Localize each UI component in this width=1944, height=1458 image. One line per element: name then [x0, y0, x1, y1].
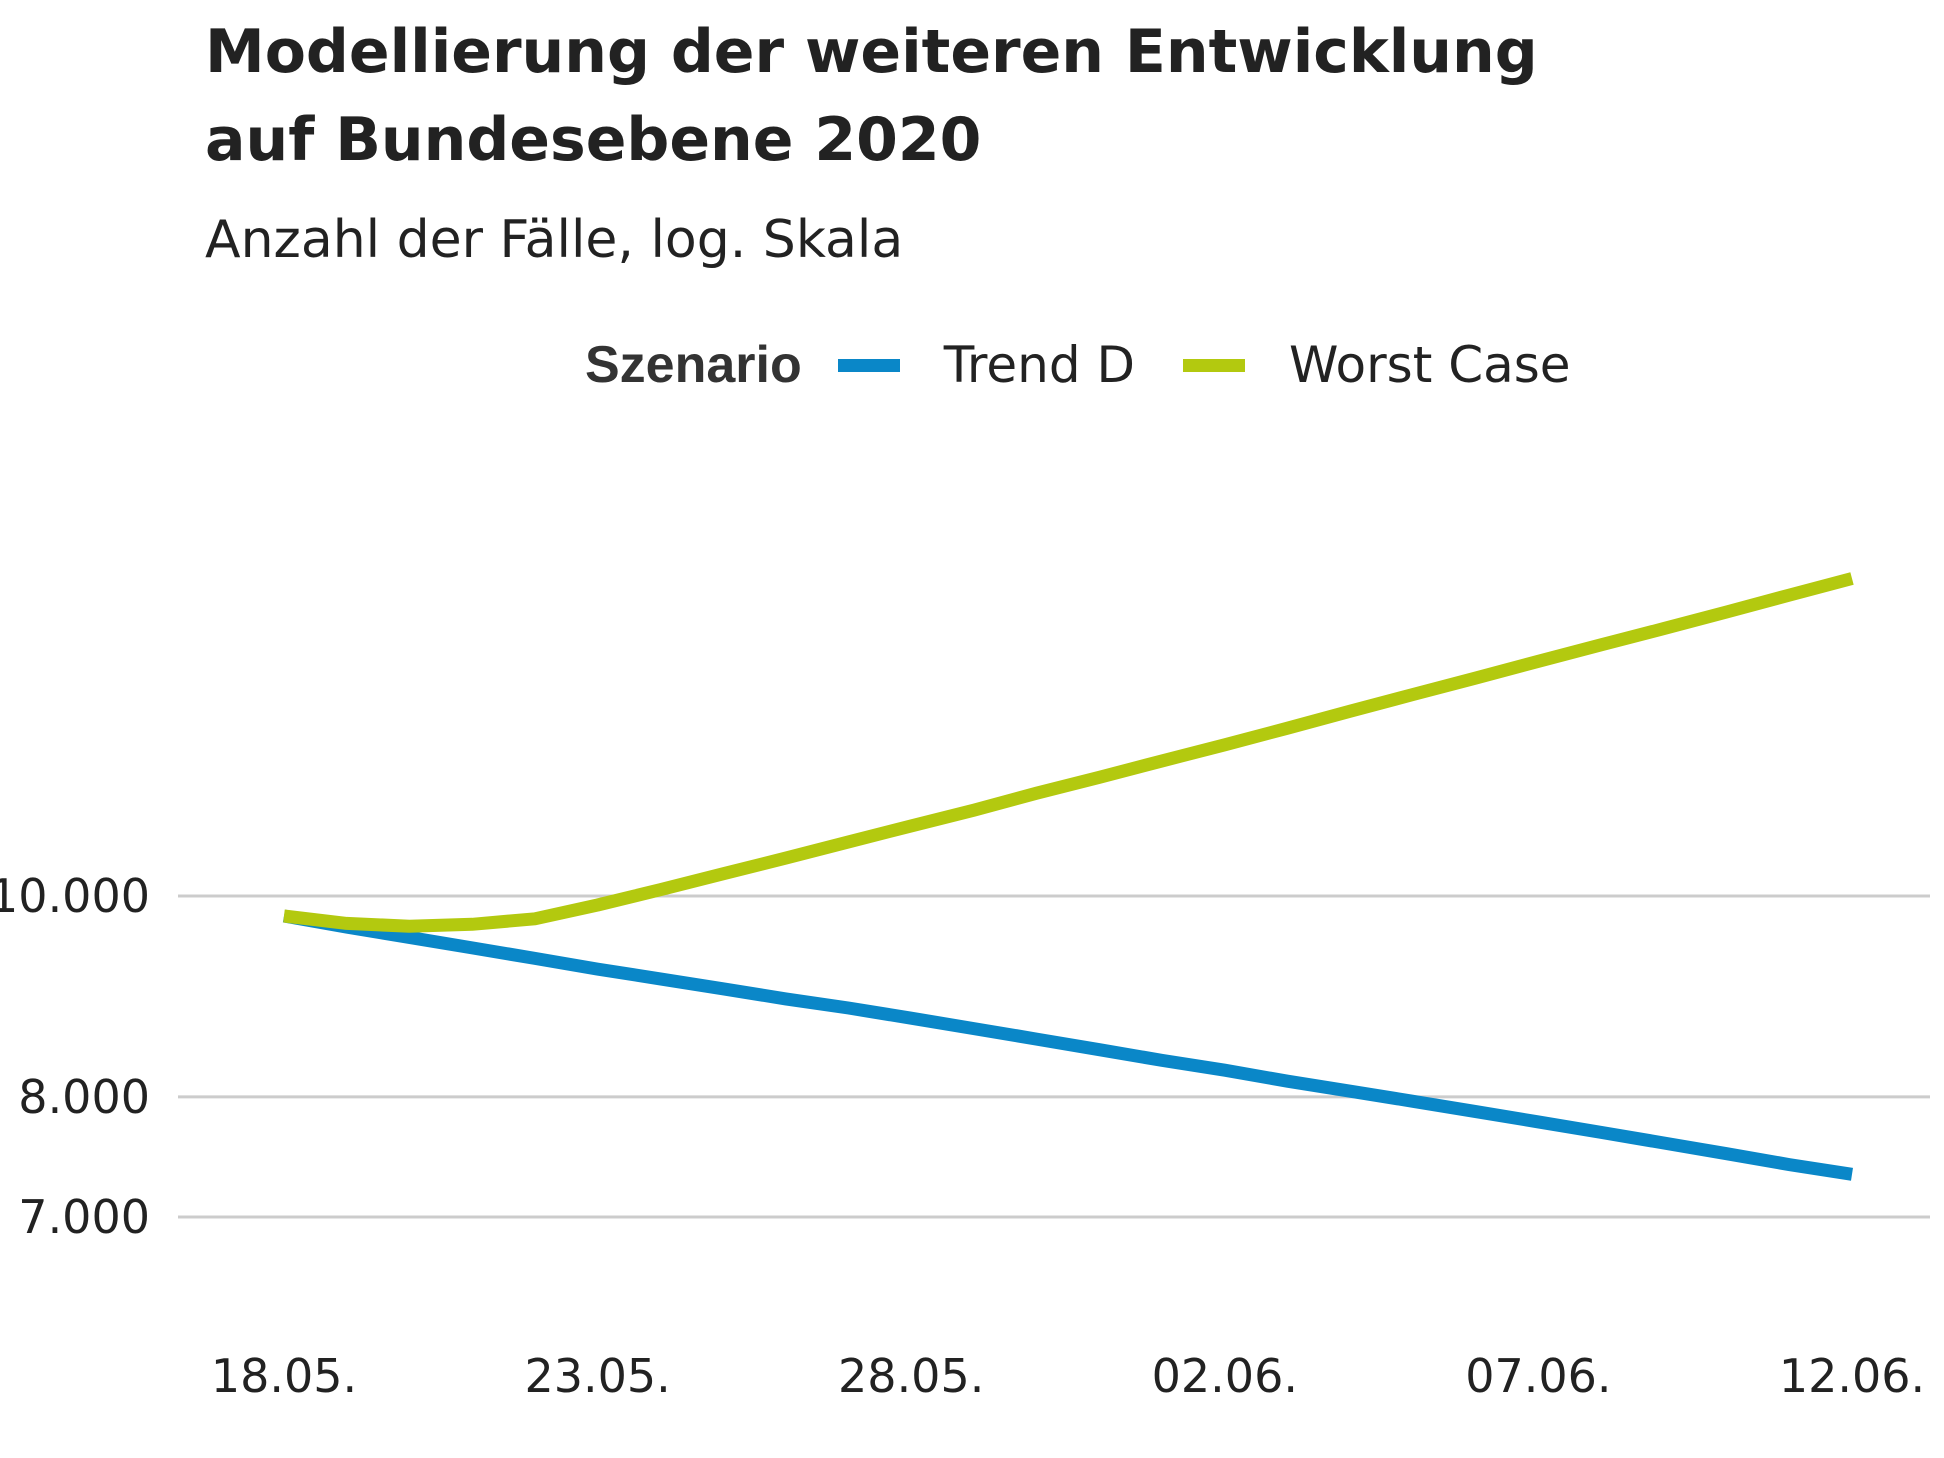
series-line-trend-d	[282, 909, 1853, 1181]
chart-title: Modellierung der weiteren Entwicklung au…	[205, 8, 1705, 184]
legend-label-trend-d: Trend D	[943, 336, 1135, 394]
series-lines	[282, 572, 1854, 1181]
series-line-worst-case	[283, 572, 1854, 933]
y-tick-label: 8.000	[18, 1070, 150, 1124]
x-tick-label: 28.05.	[838, 1349, 984, 1403]
legend-item-worst-case: Worst Case	[1182, 336, 1571, 394]
chart-title-line-2: auf Bundesebene 2020	[205, 105, 982, 175]
legend-title: Szenario	[585, 336, 802, 394]
gridlines	[178, 894, 1930, 1219]
x-tick-label: 18.05.	[211, 1349, 357, 1403]
chart-title-line-1: Modellierung der weiteren Entwicklung	[205, 17, 1538, 87]
y-axis-tick-labels: 7.000 8.000 10.000	[0, 869, 150, 1244]
x-axis-tick-labels: 18.05. 23.05. 28.05. 02.06. 07.06. 12.06.	[211, 1349, 1925, 1403]
x-tick-label: 02.06.	[1152, 1349, 1298, 1403]
y-tick-label: 10.000	[0, 869, 150, 923]
x-tick-label: 23.05.	[524, 1349, 670, 1403]
legend-item-trend-d: Trend D	[837, 336, 1135, 394]
y-tick-label: 7.000	[18, 1190, 150, 1244]
legend-swatch-worst-case	[1182, 358, 1245, 372]
x-tick-label: 12.06.	[1779, 1349, 1925, 1403]
legend-label-worst-case: Worst Case	[1288, 336, 1571, 394]
x-tick-label: 07.06.	[1465, 1349, 1611, 1403]
chart-subtitle: Anzahl der Fälle, log. Skala	[205, 210, 904, 270]
legend-swatch-trend-d	[837, 358, 900, 372]
legend: Szenario Trend D Worst Case	[585, 330, 1619, 400]
